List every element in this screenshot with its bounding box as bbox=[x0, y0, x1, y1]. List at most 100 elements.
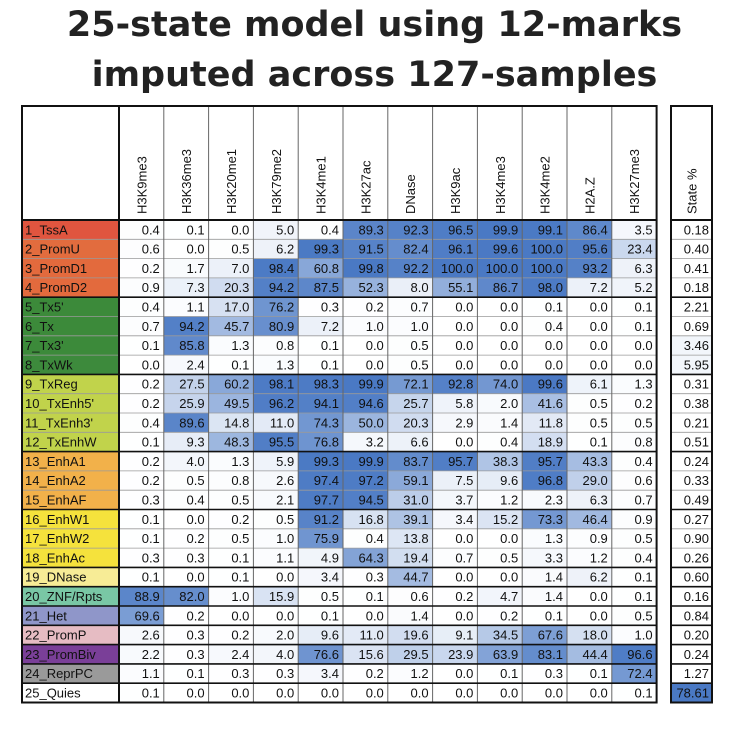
heat-cell bbox=[298, 490, 343, 510]
heat-cell bbox=[432, 663, 478, 684]
cell-value: 0.5 bbox=[276, 512, 294, 527]
cell-value: 0.0 bbox=[411, 686, 429, 701]
heat-cell bbox=[163, 413, 209, 433]
cell-value: 99.6 bbox=[538, 377, 563, 392]
cell-value: 3.2 bbox=[366, 435, 384, 450]
heat-cell bbox=[477, 683, 523, 703]
heat-cell bbox=[387, 644, 433, 664]
heat-cell bbox=[477, 470, 523, 491]
heat-cell bbox=[119, 451, 164, 471]
heat-cell bbox=[253, 277, 299, 298]
cell-value: 97.2 bbox=[358, 473, 383, 488]
cell-value: 0.2 bbox=[366, 666, 384, 681]
heat-cell bbox=[522, 413, 567, 433]
heat-cell bbox=[387, 567, 433, 587]
cell-value: 3.7 bbox=[455, 493, 473, 508]
heat-cell bbox=[567, 277, 612, 298]
row-label: 1_TssA bbox=[25, 222, 68, 237]
cell-value: 1.1 bbox=[142, 666, 160, 681]
heat-cell bbox=[432, 393, 478, 413]
cell-value: 0.6 bbox=[411, 589, 429, 604]
heat-cell bbox=[567, 470, 612, 491]
state-percent-value: 0.26 bbox=[684, 550, 709, 565]
cell-value: 0.0 bbox=[545, 357, 563, 372]
state-percent-cell bbox=[671, 393, 712, 413]
cell-value: 9.6 bbox=[500, 473, 518, 488]
state-percent-cell bbox=[671, 509, 712, 529]
row-label: 25_Quies bbox=[25, 686, 81, 701]
cell-value: 60.2 bbox=[224, 377, 249, 392]
heat-cell bbox=[387, 335, 433, 356]
cell-value: 0.3 bbox=[366, 570, 384, 585]
heat-cell bbox=[208, 683, 254, 703]
heat-cell bbox=[253, 644, 299, 664]
cell-value: 6.1 bbox=[590, 377, 608, 392]
row-label: 4_PromD2 bbox=[25, 280, 87, 295]
cell-value: 85.8 bbox=[179, 338, 204, 353]
heat-cell bbox=[253, 683, 299, 703]
row-label-swatch bbox=[22, 258, 119, 278]
cell-value: 0.1 bbox=[590, 666, 608, 681]
cell-value: 0.0 bbox=[500, 300, 518, 315]
cell-value: 0.5 bbox=[231, 531, 249, 546]
row-label: 7_Tx3' bbox=[25, 338, 64, 353]
cell-value: 0.5 bbox=[411, 338, 429, 353]
cell-value: 0.2 bbox=[142, 261, 160, 276]
heat-cell bbox=[432, 451, 478, 471]
heat-cell bbox=[119, 277, 164, 298]
cell-value: 96.8 bbox=[538, 473, 563, 488]
row-label: 9_TxReg bbox=[25, 377, 78, 392]
state-percent-cell bbox=[671, 355, 712, 375]
heat-cell bbox=[477, 432, 523, 452]
row-label-swatch bbox=[22, 220, 119, 240]
cell-value: 2.0 bbox=[500, 396, 518, 411]
table-border bbox=[21, 105, 658, 704]
state-percent-value: 0.18 bbox=[684, 222, 709, 237]
state-percent-value: 0.49 bbox=[684, 493, 709, 508]
heat-cell bbox=[163, 625, 209, 645]
column-header: DNase bbox=[403, 174, 418, 214]
heat-cell bbox=[611, 316, 657, 336]
chart-title-line-1: 25-state model using 12-marks bbox=[66, 5, 683, 45]
cell-value: 0.0 bbox=[545, 686, 563, 701]
heat-cell bbox=[387, 239, 433, 259]
heat-cell bbox=[119, 509, 164, 529]
cell-value: 0.1 bbox=[635, 570, 653, 585]
row-label-swatch bbox=[22, 470, 119, 491]
heat-cell bbox=[208, 258, 254, 278]
cell-value: 67.6 bbox=[538, 628, 563, 643]
row-label: 3_PromD1 bbox=[25, 261, 87, 276]
heat-cell bbox=[432, 548, 478, 568]
header-background bbox=[22, 106, 657, 220]
cell-value: 1.1 bbox=[276, 550, 294, 565]
heat-cell bbox=[298, 335, 343, 356]
heat-cell bbox=[387, 413, 433, 433]
heat-cell bbox=[119, 586, 164, 606]
cell-value: 0.3 bbox=[187, 647, 205, 662]
heat-cell bbox=[119, 548, 164, 568]
heat-cell bbox=[477, 490, 523, 510]
heat-cell bbox=[208, 625, 254, 645]
heat-cell bbox=[522, 644, 567, 664]
heat-cell bbox=[567, 451, 612, 471]
cell-value: 2.4 bbox=[231, 647, 249, 662]
heat-cell bbox=[298, 470, 343, 491]
heat-cell bbox=[208, 277, 254, 298]
cell-value: 99.1 bbox=[538, 222, 563, 237]
cell-value: 0.0 bbox=[455, 608, 473, 623]
heat-cell bbox=[432, 586, 478, 606]
cell-value: 63.9 bbox=[493, 647, 518, 662]
cell-value: 0.1 bbox=[545, 608, 563, 623]
heat-cell bbox=[567, 432, 612, 452]
cell-value: 98.3 bbox=[314, 377, 339, 392]
cell-value: 72.1 bbox=[403, 377, 428, 392]
cell-value: 97.7 bbox=[314, 493, 339, 508]
heat-cell bbox=[343, 239, 388, 259]
cell-value: 6.2 bbox=[590, 570, 608, 585]
heat-cell bbox=[477, 528, 523, 549]
cell-value: 50.0 bbox=[358, 415, 383, 430]
cell-value: 1.3 bbox=[231, 338, 249, 353]
heat-cell bbox=[253, 220, 299, 240]
cell-value: 1.4 bbox=[411, 608, 429, 623]
cell-value: 80.9 bbox=[269, 319, 294, 334]
